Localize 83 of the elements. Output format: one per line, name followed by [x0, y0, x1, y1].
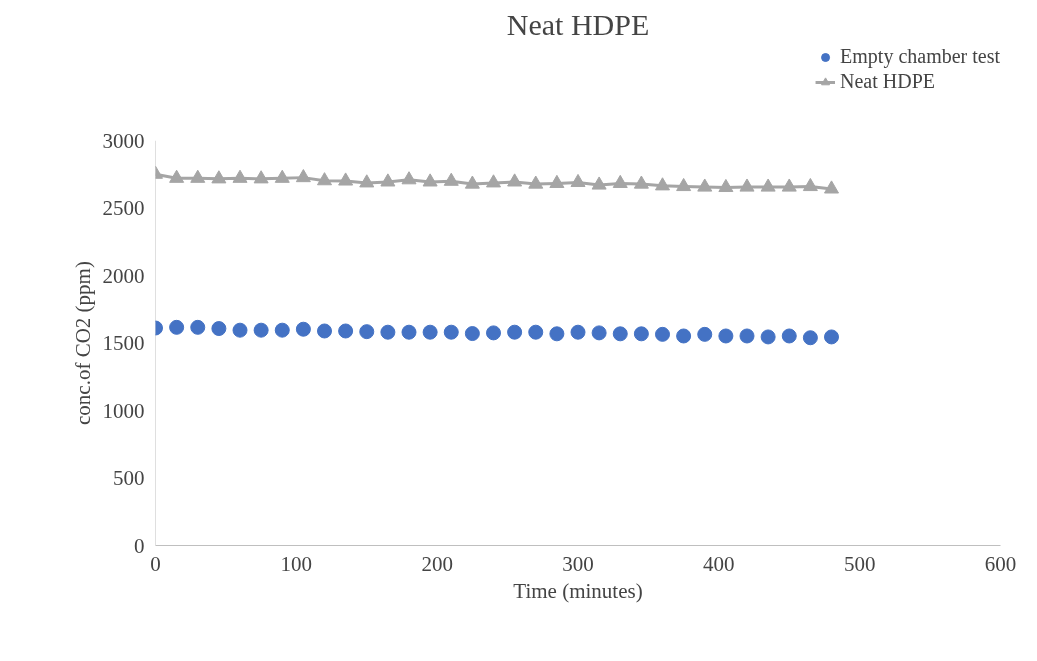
point	[633, 326, 649, 342]
point	[274, 169, 290, 183]
y-tick-label: 2500	[102, 196, 145, 220]
point	[802, 177, 818, 192]
point	[570, 173, 586, 188]
point	[232, 169, 248, 183]
y-tick-label: 500	[113, 466, 145, 490]
x-tick-label: 500	[843, 551, 876, 576]
point	[464, 175, 480, 189]
point	[211, 321, 227, 337]
point	[570, 324, 586, 340]
point	[591, 176, 607, 190]
point	[802, 330, 818, 346]
point	[422, 324, 438, 340]
point	[338, 323, 354, 339]
point	[253, 170, 269, 184]
point	[253, 322, 269, 338]
point	[317, 323, 332, 339]
y-tick-label: 2000	[102, 263, 145, 288]
point	[380, 173, 396, 187]
point	[401, 171, 417, 185]
point	[190, 169, 206, 183]
point	[718, 328, 734, 344]
point	[697, 178, 713, 192]
chart-title: Neat HDPE	[506, 7, 650, 41]
point	[274, 322, 290, 338]
x-axis-title: Time (minutes)	[513, 578, 643, 603]
point	[591, 325, 607, 341]
point	[338, 172, 354, 186]
point	[633, 175, 649, 189]
y-tick-label: 1500	[102, 331, 145, 355]
x-tick-label: 0	[150, 551, 161, 576]
point	[739, 178, 755, 192]
point	[401, 324, 417, 340]
point	[612, 326, 628, 342]
y-tick-label: 0	[134, 533, 145, 558]
point	[760, 329, 776, 345]
point	[232, 322, 248, 338]
point	[739, 328, 755, 344]
x-tick-label: 200	[421, 551, 453, 576]
y-axis-title: conc.of CO2 (ppm)	[70, 261, 95, 425]
point	[422, 173, 438, 187]
point	[295, 321, 311, 337]
y-tick-label: 1000	[102, 398, 145, 423]
x-tick-label: 300	[562, 551, 594, 576]
point	[359, 174, 375, 188]
point	[507, 324, 523, 340]
x-tick-label: 100	[280, 551, 313, 576]
point	[169, 169, 185, 183]
point	[824, 329, 839, 345]
legend-label: Empty chamber test	[840, 45, 1000, 68]
point	[718, 178, 734, 193]
point	[443, 172, 459, 186]
point	[507, 173, 523, 187]
point	[443, 324, 459, 340]
point	[464, 326, 480, 342]
point	[486, 174, 501, 188]
point	[781, 178, 797, 192]
point	[317, 172, 332, 186]
point	[676, 328, 692, 344]
point	[697, 326, 713, 342]
point	[380, 324, 396, 340]
point	[781, 328, 797, 344]
point	[760, 178, 776, 192]
point	[190, 319, 206, 335]
point	[528, 175, 544, 189]
point	[655, 177, 670, 191]
y-tick-label: 3000	[102, 128, 145, 153]
point	[676, 177, 692, 192]
point	[486, 325, 501, 341]
point	[528, 324, 544, 340]
point	[169, 319, 185, 335]
point	[549, 326, 565, 342]
point	[824, 180, 839, 194]
point	[211, 170, 227, 184]
x-tick-label: 400	[703, 551, 735, 576]
point	[655, 326, 670, 342]
point	[359, 324, 375, 340]
x-tick-label: 600	[984, 551, 1017, 576]
point	[295, 169, 311, 183]
point	[612, 174, 628, 188]
point	[549, 174, 565, 188]
legend-label: Neat HDPE	[840, 70, 936, 93]
